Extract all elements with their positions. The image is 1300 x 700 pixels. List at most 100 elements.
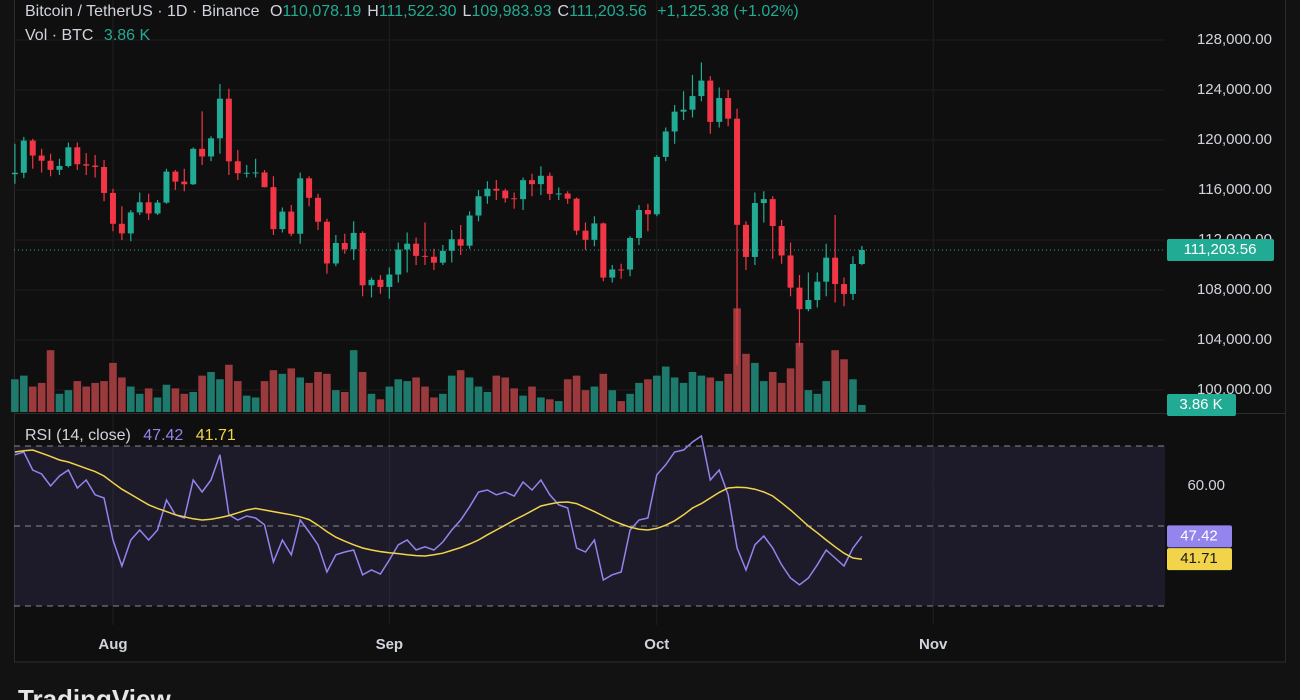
candle-body	[475, 196, 482, 216]
rsi-ma-value: 41.71	[195, 427, 236, 444]
candle-body	[823, 257, 830, 282]
volume-bar	[207, 372, 215, 412]
candle-body	[386, 274, 393, 287]
candle-body	[83, 164, 90, 166]
y-tick-label: 124,000.00	[1197, 81, 1272, 98]
candle-body	[395, 249, 402, 275]
volume-bar	[822, 381, 831, 412]
candle-body	[38, 155, 45, 161]
candle-body	[787, 255, 794, 288]
volume-bar	[162, 384, 171, 412]
volume-badge	[1167, 393, 1236, 416]
volume-bar	[314, 372, 322, 412]
volume-bar	[100, 381, 108, 412]
candle-body	[413, 243, 420, 256]
volume-bar	[287, 368, 296, 412]
volume-bar	[456, 370, 465, 412]
volume-bar	[786, 368, 795, 412]
candle-body	[573, 198, 580, 231]
candle-body	[555, 193, 562, 195]
volume-bar	[109, 362, 117, 412]
volume-bar	[118, 377, 126, 412]
candle-body	[858, 249, 865, 265]
volume-bar	[385, 386, 394, 412]
candle-body	[234, 161, 241, 174]
volume-bar	[581, 390, 590, 412]
y-tick-label: 60.00	[1187, 477, 1225, 494]
candle-body	[609, 269, 616, 278]
candle-body	[404, 243, 411, 250]
volume-bar	[189, 392, 198, 412]
price-legend: Bitcoin / TetherUS · 1D · Binance O110,0…	[25, 2, 799, 22]
ohlc-key: L	[462, 3, 472, 20]
candle-body	[520, 180, 527, 200]
volume-bar	[742, 353, 750, 412]
candle-body	[618, 269, 625, 271]
candle-body	[662, 131, 669, 157]
candle-body	[279, 211, 286, 230]
candle-body	[760, 199, 767, 204]
candle-body	[199, 148, 206, 157]
volume-value: 3.86 K	[103, 27, 151, 44]
candle-body	[511, 198, 518, 200]
y-tick-label: 120,000.00	[1197, 131, 1272, 148]
volume-bar	[465, 377, 474, 412]
volume-bar	[126, 386, 135, 412]
candle-body	[208, 138, 215, 157]
candle-body	[225, 98, 232, 162]
volume-bar	[91, 382, 99, 412]
candle-body	[671, 111, 678, 132]
candle-body	[528, 180, 535, 185]
candle-body	[216, 98, 223, 139]
candle-body	[484, 188, 491, 197]
volume-bar	[483, 392, 492, 412]
y-tick-label: 116,000.00	[1198, 181, 1272, 198]
volume-bar	[554, 401, 563, 412]
candle-body	[261, 172, 268, 188]
volume-bar	[510, 388, 518, 412]
volume-bar	[225, 364, 233, 412]
volume-bar	[332, 390, 340, 412]
candle-body	[751, 203, 758, 257]
volume-bar	[20, 375, 28, 412]
candle-body	[537, 175, 544, 185]
candle-body	[502, 190, 509, 199]
candle-body	[680, 109, 687, 112]
candle-body	[716, 98, 723, 122]
y-tick-label: 128,000.00	[1197, 31, 1272, 48]
y-tick-label: 108,000.00	[1197, 281, 1272, 298]
candle-body	[600, 223, 607, 278]
ohlc-value: 111,203.56	[569, 3, 647, 20]
x-tick-label: Nov	[919, 636, 948, 653]
volume-bar	[519, 395, 527, 412]
volume-bar	[537, 397, 545, 412]
rsi-value: 47.42	[143, 427, 184, 444]
rsi-line	[14, 434, 863, 586]
volume-bar	[367, 393, 376, 412]
candle-body	[341, 242, 348, 250]
volume-bar	[296, 377, 304, 412]
volume-bar	[349, 350, 358, 412]
candle-body	[368, 279, 375, 286]
candle-body	[29, 140, 36, 156]
candle-body	[163, 171, 170, 203]
volume-bar	[706, 377, 715, 412]
volume-bar	[28, 386, 37, 412]
x-tick-label: Sep	[376, 636, 404, 653]
candle-body	[47, 160, 54, 170]
candle-body	[707, 80, 714, 122]
candle-body	[689, 96, 696, 110]
candle-body	[109, 192, 116, 224]
candle-body	[448, 239, 455, 251]
volume-bar	[340, 392, 349, 412]
candle-body	[127, 212, 134, 234]
volume-bar	[670, 377, 679, 412]
ohlc-value: 110,078.19	[282, 3, 362, 20]
candle-body	[564, 193, 571, 199]
candle-body	[154, 202, 161, 214]
volume-bar	[635, 382, 643, 412]
candle-body	[725, 98, 732, 119]
rsi-legend: RSI (14, close) 47.42 41.71	[25, 426, 236, 446]
x-tick-label: Oct	[644, 636, 669, 653]
